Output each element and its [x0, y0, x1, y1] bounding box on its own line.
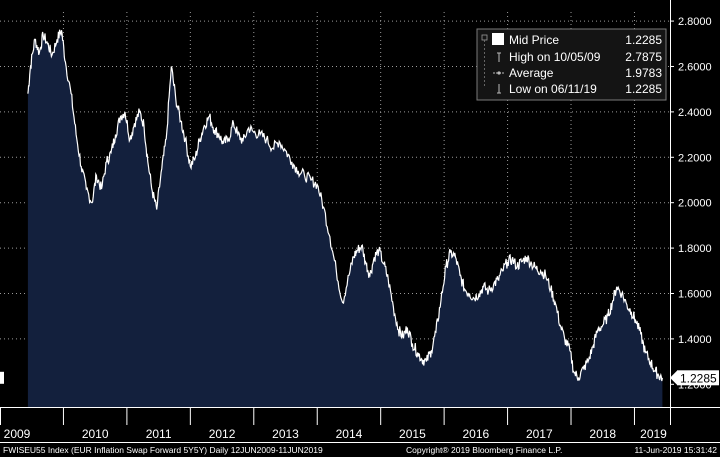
- x-tick-label: 2010: [82, 427, 109, 441]
- last-value-box: [677, 370, 719, 386]
- average-marker-icon: [493, 71, 505, 75]
- legend: Mid Price 1.2285 High on 10/05/09 2.7875…: [476, 28, 667, 101]
- footer: FWISEU55 Index (EUR Inflation Swap Forwa…: [3, 445, 717, 455]
- legend-value-average: 1.9783: [625, 66, 662, 80]
- x-tick-label: 2016: [463, 427, 490, 441]
- last-value-marker: 1.2285: [670, 370, 719, 386]
- y-tick-label: 2.4000: [678, 107, 712, 119]
- legend-label-high: High on 10/05/09: [509, 50, 601, 64]
- price-line: [27, 29, 663, 382]
- y-tick-label: 1.6000: [678, 288, 712, 300]
- axes: 1.20001.40001.60001.80002.00002.20002.40…: [0, 0, 720, 443]
- x-tick-label: 2009: [4, 427, 31, 441]
- area-fill: [27, 29, 663, 407]
- x-tick-label: 2014: [336, 427, 363, 441]
- footer-timestamp: 11-Jun-2019 15:31:42: [634, 445, 717, 455]
- legend-box: [476, 28, 667, 101]
- x-tick-label: 2011: [146, 427, 172, 441]
- footer-source: FWISEU55 Index (EUR Inflation Swap Forwa…: [3, 445, 323, 455]
- legend-label-mid: Mid Price: [509, 33, 559, 47]
- y-tick-label: 2.6000: [678, 61, 712, 73]
- area-series: [27, 29, 663, 407]
- x-tick-label: 2012: [209, 427, 236, 441]
- last-value-arrow: [670, 370, 677, 385]
- low-marker-icon: [497, 84, 501, 94]
- legend-label-average: Average: [509, 66, 554, 80]
- y-tick-label: 2.0000: [678, 198, 712, 210]
- x-tick-label: 2015: [399, 427, 426, 441]
- legend-value-mid: 1.2285: [625, 33, 662, 47]
- x-tick-label: 2013: [272, 427, 299, 441]
- left-value-marker: [0, 371, 4, 384]
- x-tick-label: 2017: [526, 427, 553, 441]
- legend-value-low: 1.2285: [625, 82, 662, 96]
- footer-copyright: Copyright® 2019 Bloomberg Finance L.P.: [406, 445, 562, 455]
- x-tick-label: 2019: [640, 427, 667, 441]
- y-tick-label: 2.2000: [678, 152, 712, 164]
- y-tick-label: 2.8000: [678, 16, 712, 28]
- legend-value-high: 2.7875: [625, 50, 662, 64]
- high-marker-icon: [497, 52, 501, 62]
- y-tick-label: 1.4000: [678, 334, 712, 346]
- last-value-label: 1.2285: [680, 371, 717, 385]
- x-tick-label: 2018: [589, 427, 616, 441]
- legend-label-low: Low on 06/11/19: [509, 82, 597, 96]
- y-tick-label: 1.8000: [678, 243, 712, 255]
- mid-price-swatch-icon: [492, 33, 504, 45]
